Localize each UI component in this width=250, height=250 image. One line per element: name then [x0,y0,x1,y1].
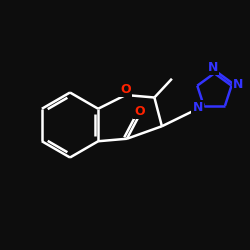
Text: N: N [233,78,244,91]
Text: N: N [192,100,203,114]
Text: N: N [208,61,218,74]
Text: O: O [120,83,131,96]
Text: O: O [134,105,145,118]
